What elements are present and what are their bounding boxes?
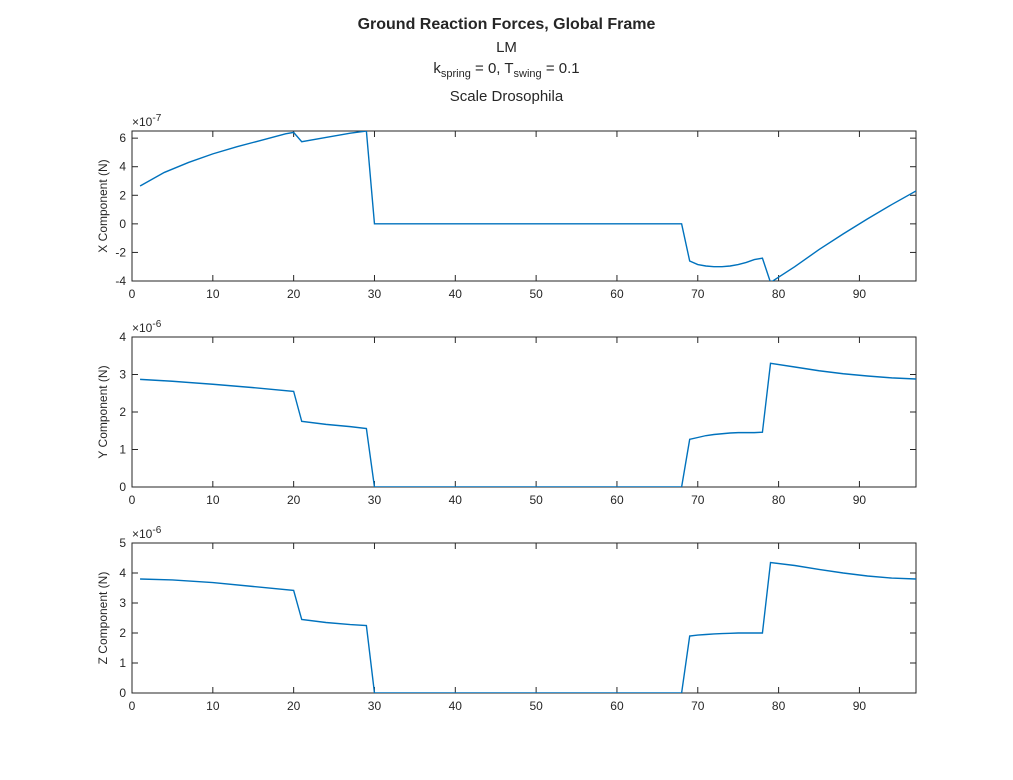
x-tick-label: 10	[206, 493, 220, 507]
x-tick-label: 50	[529, 699, 543, 713]
y-tick-label: 3	[119, 368, 126, 382]
y-axis-label: Z Component (N)	[96, 572, 110, 665]
figure-subtitle-leg: LM	[496, 39, 517, 56]
x-tick-label: 50	[529, 287, 543, 301]
subplot-3: 0 10 20 30 40 50 60 70 80 90 0 1 2 3 4 5 ×10-6 Z Componen…	[96, 525, 917, 713]
y-tick-label: 1	[119, 443, 126, 457]
series-line-1	[140, 561, 916, 693]
x-tick-label: 60	[610, 493, 624, 507]
x-tick-label: 80	[772, 699, 786, 713]
y-tick-label: 2	[119, 188, 126, 202]
exponent-power: -6	[152, 525, 161, 536]
x-tick-label: 40	[449, 699, 463, 713]
x-tick-label: 20	[287, 699, 301, 713]
exponent-power: -7	[152, 113, 161, 124]
t-subscript: swing	[513, 68, 542, 80]
y-axis-label: Y Component (N)	[96, 365, 110, 458]
x-tick-label: 20	[287, 287, 301, 301]
y-tick-label: 0	[119, 686, 126, 700]
y-tick-label: -4	[115, 274, 126, 288]
y-tick-label: 4	[119, 160, 126, 174]
x-tick-label: 90	[853, 493, 867, 507]
k-value-text: = 0, T	[470, 60, 514, 77]
x-tick-label: 50	[529, 493, 543, 507]
axes-box	[131, 130, 917, 282]
x-tick-label: 30	[368, 493, 382, 507]
exponent-base: ×10	[132, 321, 153, 335]
axes-box	[131, 336, 917, 488]
y-tick-label: 5	[119, 536, 126, 550]
x-tick-label: 60	[610, 699, 624, 713]
y-exponent-label: ×10-7	[132, 113, 162, 129]
x-tick-label: 60	[610, 287, 624, 301]
exponent-base: ×10	[132, 115, 153, 129]
y-tick-label: 6	[119, 131, 126, 145]
x-tick-label: 0	[129, 699, 136, 713]
x-tick-label: 40	[449, 493, 463, 507]
subplot-1: 0 10 20 30 40 50 60 70 80 90 -4 -2 0 2 4 6 ×10-7 X Compon…	[96, 113, 917, 301]
series-line-1	[139, 131, 916, 281]
y-axis-label: X Component (N)	[96, 159, 110, 252]
x-tick-label: 0	[129, 493, 136, 507]
x-tick-label: 20	[287, 493, 301, 507]
x-tick-label: 80	[772, 493, 786, 507]
y-tick-label: 4	[119, 566, 126, 580]
k-subscript: spring	[440, 68, 471, 80]
x-tick-label: 70	[691, 699, 705, 713]
x-tick-label: 10	[206, 699, 220, 713]
y-tick-label: 2	[119, 626, 126, 640]
k-symbol: k	[433, 60, 441, 77]
figure-subtitle-scale: Scale Drosophila	[449, 88, 564, 105]
y-tick-label: 1	[119, 656, 126, 670]
x-tick-label: 30	[368, 287, 382, 301]
x-tick-label: 10	[206, 287, 220, 301]
t-value-text: = 0.1	[541, 60, 580, 77]
figure-subtitle-params: kspring = 0, Tswing = 0.1	[0, 60, 1013, 80]
y-tick-label: 3	[119, 596, 126, 610]
y-exponent-label: ×10-6	[132, 525, 162, 541]
x-tick-label: 40	[449, 287, 463, 301]
y-exponent-label: ×10-6	[132, 319, 162, 335]
y-tick-label: 0	[119, 217, 126, 231]
y-tick-label: 2	[119, 405, 126, 419]
axes-box	[131, 542, 917, 694]
y-tick-label: 0	[119, 480, 126, 494]
exponent-power: -6	[152, 319, 161, 330]
x-tick-label: 70	[691, 493, 705, 507]
subplot-2: 0 10 20 30 40 50 60 70 80 90 0 1 2 3 4 ×10-6 Y Component…	[96, 319, 917, 507]
series-line-1	[140, 362, 916, 487]
x-tick-label: 70	[691, 287, 705, 301]
x-tick-label: 90	[853, 287, 867, 301]
exponent-base: ×10	[132, 527, 153, 541]
x-tick-label: 80	[772, 287, 786, 301]
y-tick-label: -2	[115, 245, 126, 259]
y-tick-label: 4	[119, 330, 126, 344]
x-tick-label: 90	[853, 699, 867, 713]
figure-title: Ground Reaction Forces, Global Frame	[357, 16, 656, 33]
x-tick-label: 0	[129, 287, 136, 301]
x-tick-label: 30	[368, 699, 382, 713]
